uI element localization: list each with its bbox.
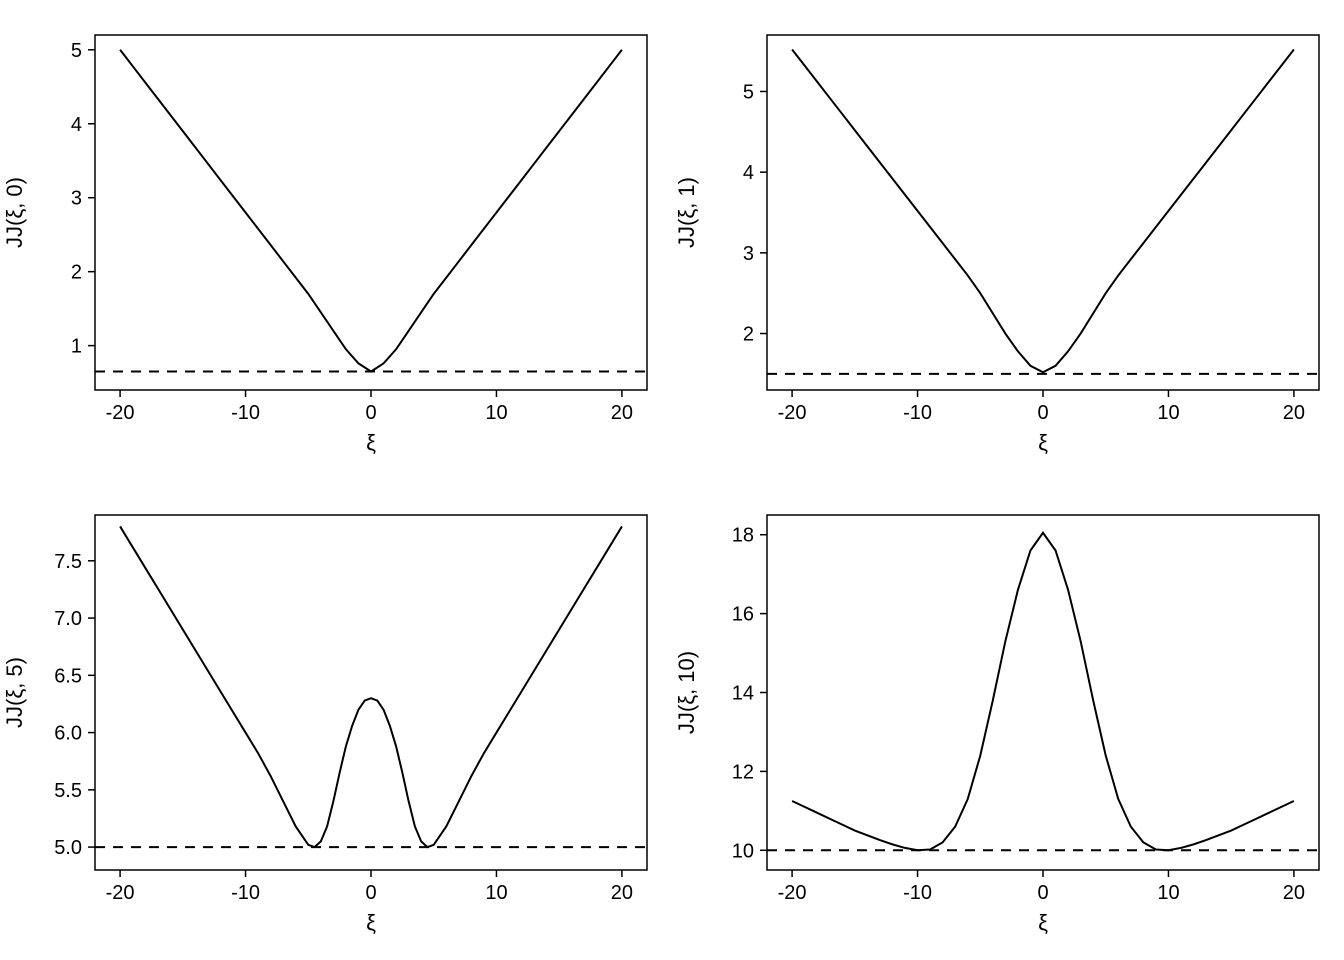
x-tick-label: 20 [611,402,633,424]
x-tick-label: -20 [106,882,135,904]
y-tick-label: 5.0 [54,837,82,859]
y-tick-label: 6.0 [54,723,82,745]
x-axis-label: ξ [1038,910,1048,935]
x-tick-label: -10 [903,402,932,424]
x-tick-label: -20 [778,882,807,904]
x-tick-label: 10 [485,402,507,424]
x-tick-label: -20 [778,402,807,424]
chart-panel-2: -20 -10 0 10 20 5.0 5.5 6.0 6.5 7.0 7.5 ξ JJ(ξ, 5) [0,480,672,960]
chart-panel-3: -20 -10 0 10 20 10 12 14 16 18 ξ JJ(ξ, 10) [672,480,1344,960]
x-axis-label: ξ [366,910,376,935]
data-curve [120,50,622,372]
x-tick-label: 10 [1157,882,1179,904]
plot-box [95,515,647,870]
y-tick-label: 14 [732,683,754,705]
plot-box [767,35,1319,390]
x-tick-label: -20 [106,402,135,424]
data-curve [120,526,622,847]
y-tick-label: 7.5 [54,551,82,573]
x-tick-label: 0 [365,402,376,424]
x-tick-label: 10 [485,882,507,904]
y-tick-label: 1 [71,336,82,358]
plot-box [767,515,1319,870]
x-tick-label: 0 [1037,882,1048,904]
y-axis-label: JJ(ξ, 1) [674,177,699,248]
data-curve [792,50,1294,373]
y-tick-label: 5 [743,81,754,103]
x-axis-label: ξ [366,430,376,455]
y-tick-label: 18 [732,525,754,547]
y-tick-label: 16 [732,604,754,626]
y-tick-label: 7.0 [54,608,82,630]
x-tick-label: -10 [231,882,260,904]
y-tick-label: 3 [71,188,82,210]
x-tick-label: 0 [365,882,376,904]
x-tick-label: 0 [1037,402,1048,424]
x-tick-label: -10 [903,882,932,904]
y-tick-label: 3 [743,243,754,265]
x-tick-label: -10 [231,402,260,424]
y-tick-label: 10 [732,840,754,862]
x-tick-label: 20 [1283,402,1305,424]
x-tick-label: 20 [1283,882,1305,904]
y-tick-label: 4 [71,114,82,136]
x-tick-label: 10 [1157,402,1179,424]
y-tick-label: 2 [743,324,754,346]
y-axis-label: JJ(ξ, 0) [2,177,27,248]
y-tick-label: 5.5 [54,780,82,802]
y-tick-label: 12 [732,761,754,783]
data-curve [792,533,1294,851]
y-tick-label: 2 [71,262,82,284]
plot-box [95,35,647,390]
y-axis-label: JJ(ξ, 5) [2,657,27,728]
chart-panel-1: -20 -10 0 10 20 2 3 4 5 ξ JJ(ξ, 1) [672,0,1344,480]
chart-panel-0: -20 -10 0 10 20 1 2 3 4 5 ξ JJ(ξ, 0) [0,0,672,480]
x-axis-label: ξ [1038,430,1048,455]
y-tick-label: 5 [71,40,82,62]
y-tick-label: 6.5 [54,665,82,687]
y-tick-label: 4 [743,162,754,184]
y-axis-label: JJ(ξ, 10) [674,651,699,734]
x-tick-label: 20 [611,882,633,904]
